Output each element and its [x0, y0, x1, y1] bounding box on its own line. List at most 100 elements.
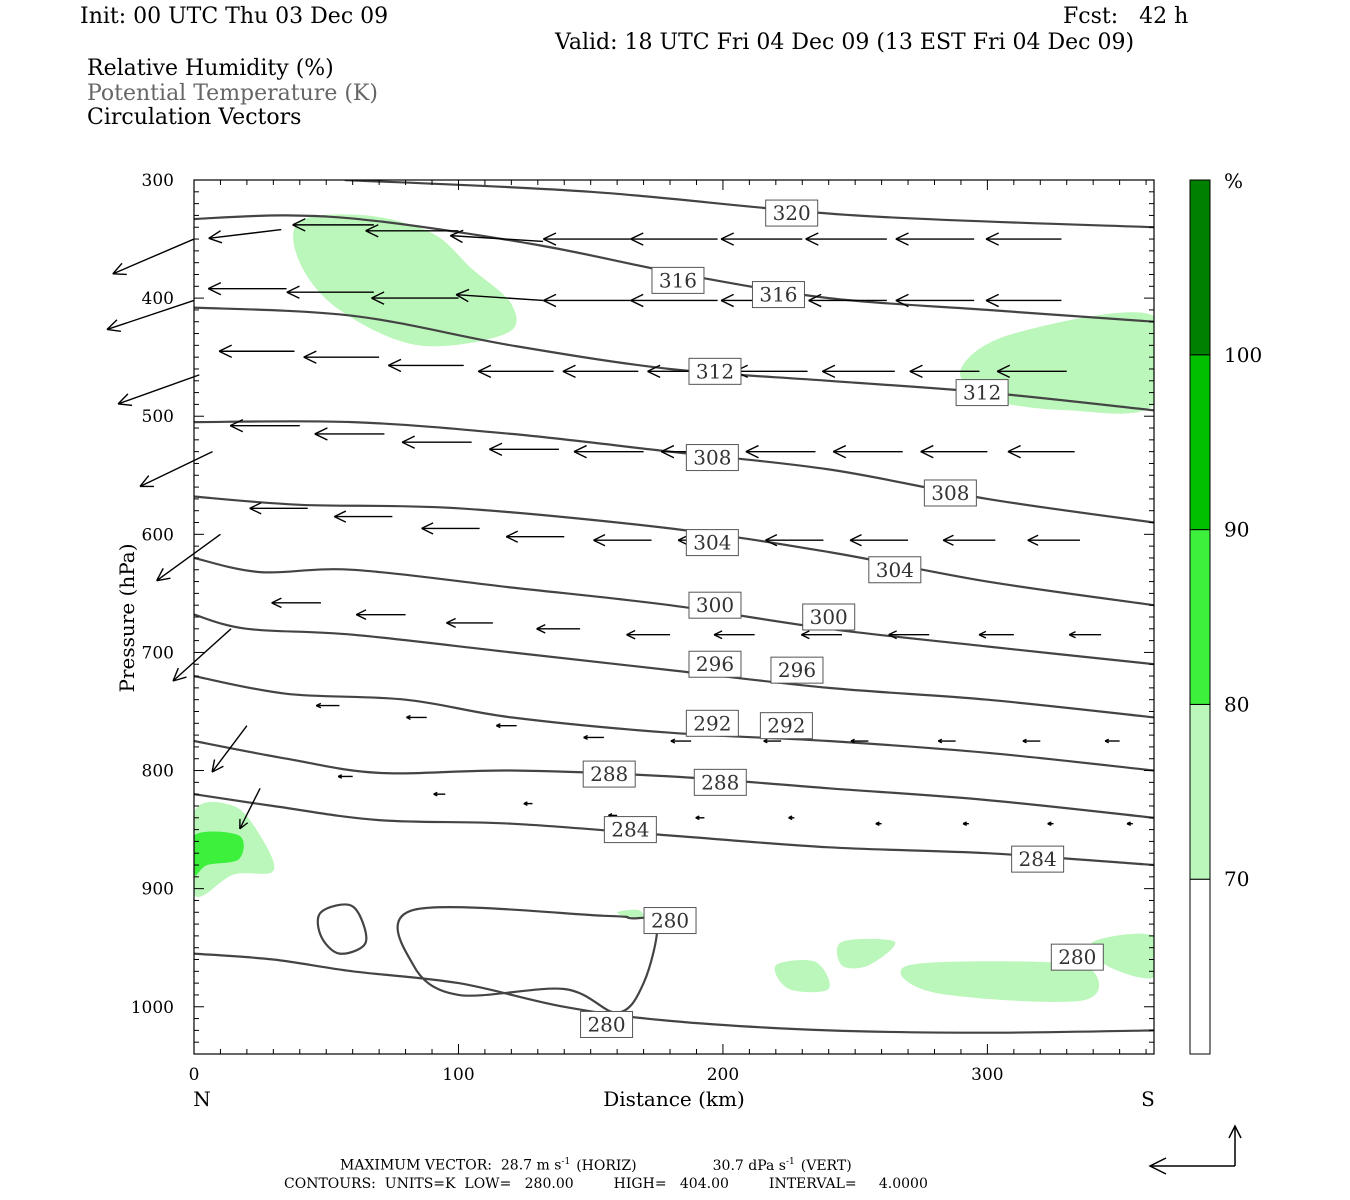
vector-head-left: [106, 328, 121, 332]
vector-head-left: [229, 425, 244, 433]
theta-label-text: 312: [696, 359, 734, 383]
circulation-vector: [286, 285, 374, 299]
theta-label-284: 284: [603, 816, 657, 844]
ref-arrow-vert-head: [1228, 1124, 1242, 1139]
vector-head-left: [112, 273, 127, 276]
circulation-vector: [337, 774, 353, 779]
vector-head-right: [1047, 821, 1052, 825]
vector-head-left: [713, 634, 723, 640]
theta-label-text: 308: [693, 446, 731, 470]
vector-head-right: [647, 364, 661, 372]
vector-head-right: [801, 630, 810, 636]
vector-head-right: [888, 630, 897, 636]
vector-head-left: [292, 224, 306, 232]
vector-head-right: [630, 232, 644, 240]
vector-head-right: [1007, 444, 1021, 453]
rh-region-70-4: [616, 909, 644, 920]
theta-label-text: 280: [1058, 945, 1096, 969]
circulation-vector: [801, 630, 842, 640]
circulation-vector: [365, 224, 459, 238]
circulation-vector: [211, 725, 248, 773]
circulation-vector: [1047, 821, 1054, 827]
vector-head-right: [942, 534, 954, 541]
circulation-vector: [850, 738, 869, 744]
colorbar-label: 80: [1224, 692, 1249, 716]
theta-label-box: [770, 656, 824, 684]
theta-label-280: 280: [643, 907, 697, 935]
vector-head-right: [630, 293, 644, 302]
theta-label-292: 292: [685, 709, 739, 737]
theta-label-284: 284: [1011, 845, 1065, 873]
vector-head-left: [455, 294, 469, 303]
circulation-vector: [583, 734, 604, 741]
theta-label-288: 288: [693, 768, 747, 796]
vector-head-left: [449, 235, 463, 244]
vector-head-left: [978, 634, 987, 639]
circulation-vector: [536, 624, 581, 634]
vector-head-right: [207, 281, 222, 290]
theta-label-box: [651, 266, 705, 294]
valid-time: Valid: 18 UTC Fri 04 Dec 09 (13 EST Fri …: [555, 30, 1135, 55]
vector-head-right: [218, 344, 233, 352]
vector-head-left: [536, 628, 546, 634]
vector-head-right: [536, 624, 546, 630]
field-rh: Relative Humidity (%): [87, 56, 334, 81]
theta-label-296: 296: [688, 650, 742, 678]
circulation-vector: [626, 629, 671, 640]
circulation-vector: [334, 510, 393, 523]
vector-head-right: [608, 813, 613, 817]
forecast-hour: Fcst: 42 h: [1063, 4, 1189, 29]
theta-label-box: [685, 444, 739, 472]
vector-head-left: [505, 536, 519, 543]
theta-label-text: 280: [587, 1012, 625, 1036]
theta-label-box: [802, 603, 856, 631]
theta-label-box: [923, 479, 977, 507]
vector-head-left: [211, 765, 224, 773]
vector-head-left: [543, 238, 557, 246]
vector-head-right: [421, 522, 434, 530]
vector-head-right: [670, 738, 676, 742]
vector-head-right: [286, 285, 300, 293]
theta-label-text: 300: [696, 593, 734, 617]
vector-head-right: [314, 427, 328, 435]
theta-contour-308: [194, 420, 1154, 524]
vector-head-left: [849, 539, 862, 547]
theta-contour-320: [344, 180, 1154, 229]
max-vector-vert-label: (VERT): [800, 1157, 852, 1174]
vector-head-left: [630, 299, 644, 308]
circulation-vector: [942, 534, 996, 546]
colorbar-segment: [1189, 354, 1211, 531]
vector-shaft: [450, 234, 544, 243]
x-axis-label: Distance (km): [603, 1087, 745, 1111]
vector-head-left: [1068, 634, 1076, 639]
theta-label-box: [765, 199, 819, 227]
theta-label-text: 304: [693, 531, 731, 555]
vector-head-right: [745, 444, 759, 453]
vector-head-right: [450, 229, 464, 237]
circulation-vector: [303, 350, 380, 364]
theta-label-text: 284: [1019, 847, 1057, 871]
vector-head-right: [249, 502, 262, 509]
circulation-vector: [112, 238, 195, 276]
circulation-vector: [218, 344, 295, 358]
y-tick-label: 800: [142, 762, 174, 782]
colorbar-segment: [1189, 179, 1211, 356]
vector-head-right: [208, 230, 221, 239]
theta-label-text: 288: [701, 770, 739, 794]
vector-head-right: [849, 534, 862, 541]
theta-label-text: 292: [767, 714, 805, 738]
theta-label-box: [1050, 943, 1104, 971]
circulation-vector: [763, 738, 782, 744]
y-tick-label: 400: [142, 289, 174, 309]
circulation-vector: [455, 288, 544, 303]
circulation-vector: [978, 630, 1014, 639]
theta-label-316: 316: [651, 266, 705, 294]
x-tick-label: 100: [442, 1065, 474, 1085]
vector-head-left: [1027, 539, 1039, 546]
colorbar-segment: [1189, 878, 1211, 1055]
vector-shaft: [112, 238, 195, 275]
theta-label-box: [603, 816, 657, 844]
vector-head-left: [832, 451, 847, 459]
theta-label-box: [643, 907, 697, 935]
